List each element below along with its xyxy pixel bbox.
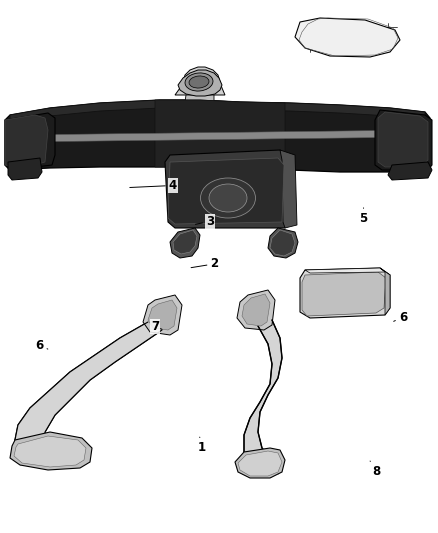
Polygon shape: [305, 268, 390, 275]
Polygon shape: [270, 230, 295, 256]
Ellipse shape: [209, 184, 247, 212]
Polygon shape: [375, 110, 432, 170]
Polygon shape: [238, 451, 282, 476]
Polygon shape: [380, 268, 390, 315]
Text: 1: 1: [198, 437, 205, 454]
Polygon shape: [165, 150, 290, 228]
Ellipse shape: [201, 178, 255, 218]
Polygon shape: [268, 228, 298, 258]
Polygon shape: [15, 322, 162, 462]
Text: 3: 3: [195, 215, 214, 228]
Polygon shape: [378, 112, 428, 167]
Polygon shape: [280, 150, 297, 228]
Polygon shape: [5, 113, 55, 170]
Polygon shape: [155, 100, 285, 168]
Polygon shape: [388, 162, 432, 180]
Polygon shape: [244, 320, 282, 470]
Text: 6: 6: [35, 339, 48, 352]
Text: 4: 4: [130, 179, 177, 192]
Polygon shape: [168, 158, 284, 224]
Text: 5: 5: [360, 208, 367, 225]
Polygon shape: [10, 100, 425, 122]
Ellipse shape: [189, 76, 209, 88]
Polygon shape: [170, 228, 200, 258]
Polygon shape: [173, 230, 197, 254]
Polygon shape: [300, 268, 390, 318]
Polygon shape: [178, 70, 222, 96]
Text: 8: 8: [370, 461, 381, 478]
Polygon shape: [295, 18, 400, 57]
Polygon shape: [8, 158, 42, 180]
Polygon shape: [15, 130, 425, 142]
Ellipse shape: [185, 73, 213, 91]
Polygon shape: [175, 67, 225, 95]
Text: 7: 7: [152, 320, 162, 333]
Polygon shape: [5, 100, 430, 172]
Polygon shape: [185, 95, 214, 110]
Text: 6: 6: [394, 311, 407, 324]
Polygon shape: [143, 295, 182, 335]
Polygon shape: [5, 115, 48, 168]
Polygon shape: [302, 272, 386, 316]
Polygon shape: [242, 294, 270, 326]
Polygon shape: [237, 290, 275, 330]
Polygon shape: [14, 436, 86, 467]
Polygon shape: [235, 448, 285, 478]
Polygon shape: [10, 432, 92, 470]
Text: 2: 2: [191, 257, 219, 270]
Polygon shape: [148, 300, 177, 330]
